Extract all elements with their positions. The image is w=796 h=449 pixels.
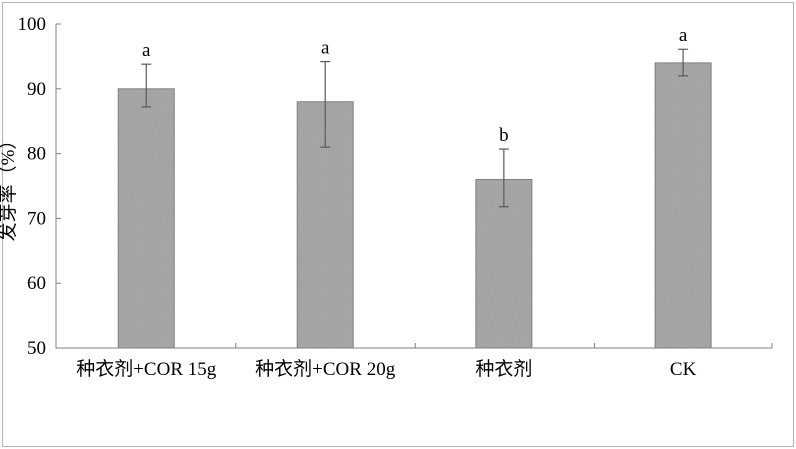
svg-text:90: 90: [27, 79, 46, 100]
svg-text:种衣剂: 种衣剂: [475, 358, 532, 380]
svg-text:100: 100: [18, 14, 47, 35]
svg-text:a: a: [679, 25, 688, 46]
svg-text:50: 50: [27, 338, 46, 359]
svg-text:70: 70: [27, 208, 46, 229]
svg-text:发芽率（%）: 发芽率（%）: [0, 131, 19, 242]
svg-text:a: a: [142, 40, 151, 61]
svg-text:b: b: [499, 125, 509, 146]
svg-text:60: 60: [27, 273, 46, 294]
svg-text:a: a: [321, 38, 330, 59]
svg-text:80: 80: [27, 144, 46, 165]
svg-text:种衣剂+COR 15g: 种衣剂+COR 15g: [76, 358, 217, 380]
svg-text:种衣剂+COR 20g: 种衣剂+COR 20g: [255, 358, 396, 380]
svg-text:CK: CK: [670, 359, 697, 380]
